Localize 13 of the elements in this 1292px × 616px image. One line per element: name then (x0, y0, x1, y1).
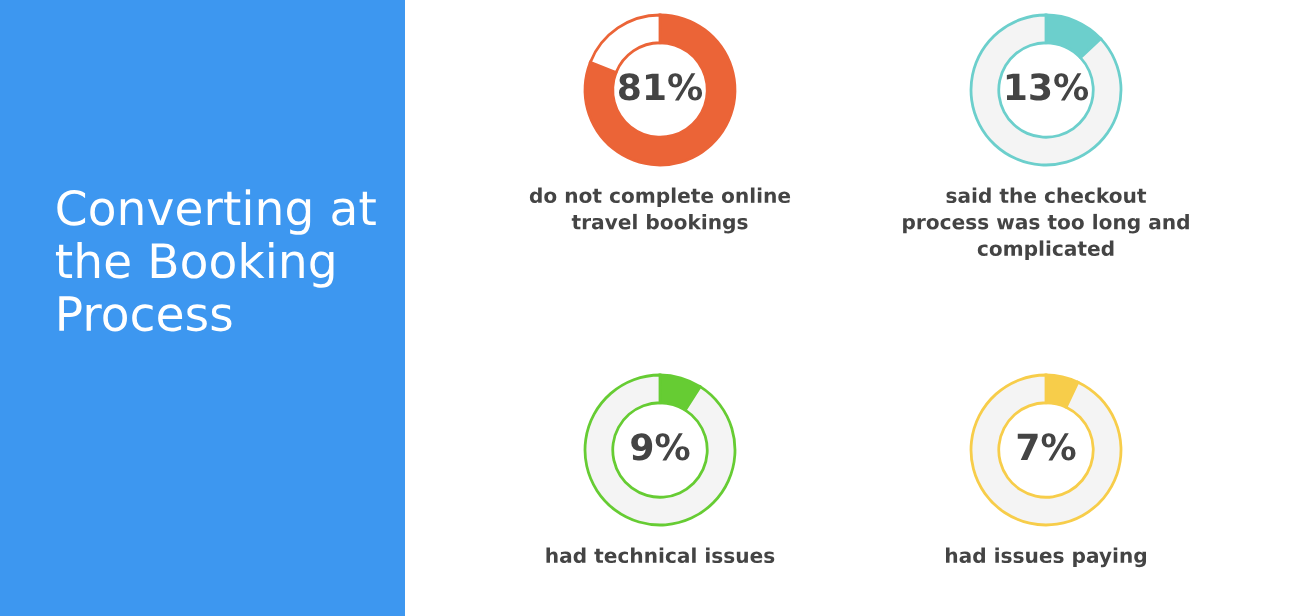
donut-slice (969, 373, 1123, 527)
text: do not complete online travel bookings (529, 187, 791, 234)
text: 13% (1006, 73, 1089, 101)
donut-slice (583, 13, 737, 167)
text: said the checkout process was too long and complicated (903, 187, 1189, 260)
donut-slice (583, 373, 737, 527)
text: had technical issues (546, 547, 775, 564)
text: Converting at the Booking Process (55, 189, 376, 332)
text: had issues paying (946, 547, 1146, 568)
text: 7% (1017, 433, 1076, 461)
text: 81% (618, 73, 703, 101)
donut-slice (969, 13, 1123, 167)
text: 9% (631, 433, 690, 461)
